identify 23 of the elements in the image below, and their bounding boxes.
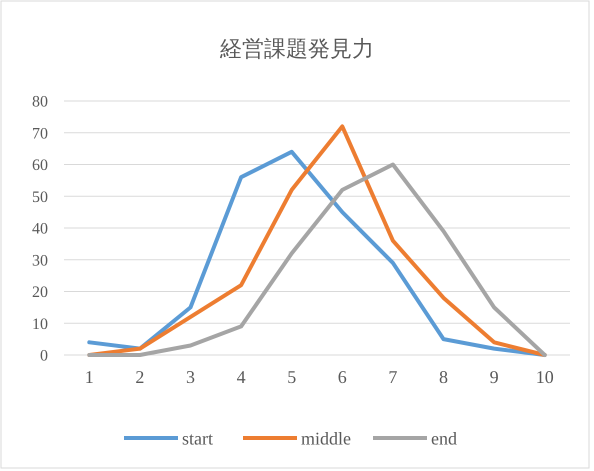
y-tick-label: 70 [32,125,48,142]
y-tick-label: 30 [32,252,48,270]
x-tick-label: 2 [135,367,144,387]
x-tick-label: 3 [186,367,195,387]
y-tick-label: 50 [32,188,48,206]
y-tick-label: 60 [32,157,48,174]
y-tick-label: 80 [32,94,48,111]
y-tick-label: 40 [32,220,48,238]
x-tick-label: 1 [84,367,94,387]
x-tick-label: 5 [287,367,296,387]
legend-label: start [182,428,213,448]
legend-label: end [431,428,457,448]
y-tick-label: 20 [32,284,48,302]
x-tick-label: 10 [536,367,554,387]
y-tick-label: 0 [40,348,48,365]
chart-title: 経営課題発見力 [219,36,374,61]
legend-label: middle [301,428,352,448]
y-tick-label: 10 [32,316,48,333]
x-tick-label: 4 [236,367,246,387]
x-tick-label: 9 [490,367,499,387]
x-tick-label: 7 [388,367,398,387]
x-tick-label: 6 [338,367,347,387]
x-tick-label: 8 [439,367,448,387]
